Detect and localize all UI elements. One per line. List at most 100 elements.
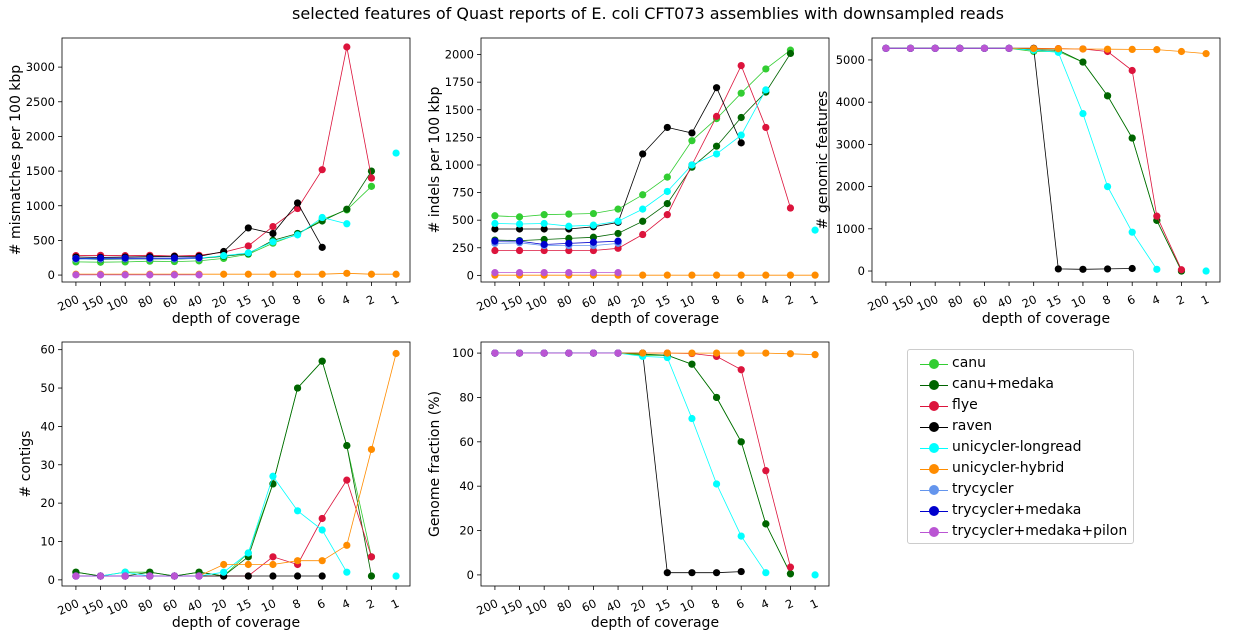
legend-item: unicycler-longread [908,438,1133,459]
data-point [663,211,671,219]
data-point [1128,45,1136,53]
data-point [614,217,622,225]
data-point [343,476,351,484]
series-line [494,352,742,574]
y-tick-label: 3000 [836,137,865,151]
series-unicycler-longread [491,86,819,234]
data-point [293,270,302,278]
data-point [491,269,499,277]
data-point [1030,44,1038,53]
x-tick-label: 1 [808,596,821,612]
x-tick-label: 4 [1150,292,1163,308]
data-point [737,62,745,70]
data-point [663,271,671,279]
data-point [663,349,671,357]
x-tick-label: 80 [136,596,155,615]
data-point [786,204,795,212]
y-tick-label: 500 [452,213,474,227]
data-point [712,349,721,357]
legend-item: flye [908,396,1133,417]
x-tick-label: 150 [499,596,525,618]
data-point [737,89,745,97]
y-tick-label: 1000 [445,158,474,172]
data-point [956,44,964,52]
data-point [195,271,203,279]
series-unicycler-hybrid [72,269,400,278]
plot-frame [61,341,411,587]
data-point [1103,92,1112,100]
x-tick-label: 10 [259,596,278,615]
y-tick-label: 500 [33,233,55,247]
data-point [1153,212,1161,220]
legend-item: trycycler [908,480,1133,501]
data-point [762,86,770,94]
data-point [1177,47,1186,56]
series-line [494,352,791,574]
series-line [75,360,372,577]
y-tick-label: 60 [459,435,474,449]
data-point [688,414,696,423]
data-point [762,569,770,577]
data-point [244,572,252,580]
legend-item: unicycler-hybrid [908,459,1133,480]
legend-label: trycycler+medaka+pilon [952,523,1128,539]
data-point [712,142,721,150]
data-point [762,65,770,73]
x-tick-label: 60 [580,596,599,615]
y-tick-label: 0 [467,268,474,282]
data-point [318,526,326,534]
legend-label: raven [952,418,993,434]
data-point [688,349,696,357]
data-point [1054,265,1062,273]
data-point [762,520,770,528]
data-point [318,243,326,251]
data-point [491,349,499,357]
data-point [786,570,795,578]
data-point [318,514,326,523]
series-line [885,47,1182,272]
x-tick-label: 200 [55,292,81,314]
data-point [1103,182,1112,191]
series-line [494,352,791,574]
data-point [293,231,302,239]
data-point [367,167,376,175]
y-tick-label: 80 [459,390,474,404]
data-point [614,349,622,357]
y-axis-label: Genome fraction (%) [427,391,443,537]
y-tick-label: 250 [452,241,474,255]
series-canu [882,44,1186,275]
legend-marker [929,380,939,390]
y-tick-label: 0 [467,568,474,582]
x-tick-label: 60 [971,292,990,311]
data-point [565,349,573,357]
x-axis-label: depth of coverage [591,311,719,327]
x-tick-label: 8 [290,292,303,308]
data-point [515,213,524,221]
data-point [392,270,400,278]
x-tick-label: 2 [364,292,377,308]
data-point [712,84,721,92]
series-canu-medaka [491,349,795,578]
x-tick-label: 4 [340,292,353,308]
legend-marker [929,464,939,474]
x-tick-label: 10 [678,596,697,615]
legend-marker [929,401,939,411]
series-flye [72,43,376,260]
data-point [293,384,302,392]
data-point [515,246,524,255]
data-point [367,553,376,561]
data-point [515,220,524,228]
series-raven [882,44,1136,273]
data-point [244,249,252,257]
y-axis-label: # contigs [18,431,34,498]
data-point [589,238,598,246]
data-point [1202,267,1210,275]
data-point [1079,58,1087,66]
data-point [96,572,105,580]
series-canu [72,357,376,580]
data-point [565,222,573,230]
legend-label: trycycler+medaka [952,502,1082,518]
x-axis-label: depth of coverage [172,615,300,631]
x-axis-label: depth of coverage [982,311,1110,327]
